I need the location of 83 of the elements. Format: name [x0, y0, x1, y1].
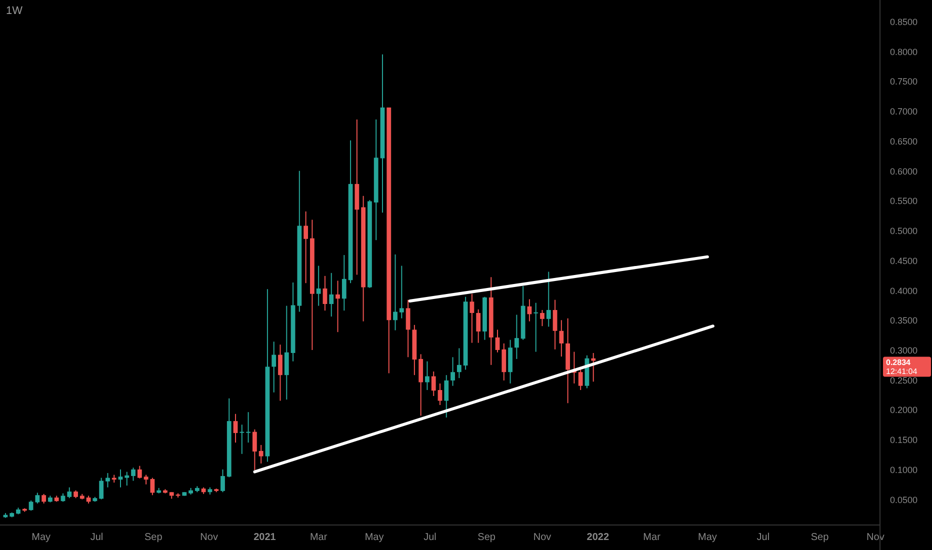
candlestick — [42, 493, 46, 504]
x-tick-label: Nov — [866, 532, 884, 544]
candlestick — [495, 329, 500, 353]
x-tick-label: May — [364, 532, 384, 544]
candlestick — [304, 210, 308, 284]
y-tick-label: 0.5000 — [890, 226, 918, 236]
candlestick — [220, 468, 225, 493]
x-tick-label: Jul — [756, 532, 770, 544]
candlestick — [456, 348, 462, 379]
candlestick — [316, 265, 321, 306]
candlestick — [233, 413, 238, 444]
y-tick-label: 0.6000 — [890, 166, 918, 176]
candlestick — [399, 265, 404, 319]
y-tick-label: 0.6500 — [890, 136, 918, 146]
candlestick — [118, 468, 123, 488]
x-tick-label: May — [698, 532, 717, 544]
text: 0.2834 — [886, 358, 912, 367]
candlestick — [591, 352, 596, 382]
candlestick — [438, 382, 442, 406]
candlestick — [278, 344, 282, 402]
x-tick-label: Sep — [144, 532, 163, 544]
candlestick — [534, 302, 538, 352]
x-tick-label: Sep — [478, 532, 496, 544]
x-tick-label: May — [32, 532, 51, 544]
candlestick — [67, 486, 72, 499]
candlestick — [546, 271, 551, 328]
y-tick-label: 0.2500 — [890, 375, 918, 386]
y-tick-label: 0.3000 — [890, 345, 918, 356]
candlestick — [559, 320, 564, 358]
y-tick-label: 0.5500 — [890, 196, 918, 206]
x-tick-label: 2021 — [254, 532, 276, 544]
candlestick — [476, 308, 481, 344]
candlestick — [502, 342, 506, 381]
candlestick — [252, 428, 257, 471]
x-tick-label: 2022 — [586, 532, 610, 544]
y-tick-label: 0.7000 — [890, 106, 918, 117]
y-tick-label: 0.8000 — [890, 46, 918, 57]
candlestick — [540, 309, 544, 327]
candlestick — [552, 299, 558, 350]
y-tick-label: 0.1000 — [890, 464, 918, 475]
candlestick — [514, 314, 519, 360]
candlestick — [106, 472, 110, 488]
y-tick-label: 0.1500 — [890, 435, 918, 446]
candlestick — [578, 369, 583, 391]
candlestick — [336, 280, 340, 333]
candlestick — [470, 293, 474, 344]
candlestick — [284, 305, 289, 400]
candlestick — [444, 374, 449, 418]
candlestick — [246, 412, 250, 444]
y-tick-label: 0.7500 — [890, 76, 918, 87]
candlestick — [425, 360, 430, 391]
candlestick — [124, 471, 130, 486]
candlestick — [131, 467, 136, 482]
x-tick-label: Jul — [424, 532, 436, 544]
y-tick-label: 0.0500 — [890, 494, 918, 505]
text: 1W — [6, 5, 24, 17]
x-tick-label: Sep — [810, 532, 830, 544]
x-tick-label: Nov — [533, 532, 552, 544]
candlestick — [258, 444, 264, 464]
x-tick-label: Jul — [90, 532, 104, 544]
x-tick-label: Mar — [643, 532, 662, 544]
candlestick — [322, 275, 328, 312]
y-tick-label: 0.8500 — [890, 16, 918, 27]
candlestick — [329, 272, 334, 318]
y-tick-label: 0.4500 — [890, 256, 918, 266]
candlestick — [35, 492, 40, 504]
x-tick-label: Nov — [200, 532, 218, 544]
y-tick-label: 0.3500 — [890, 316, 918, 326]
text: 12:41:04 — [886, 366, 918, 376]
candlestick — [28, 500, 34, 512]
candlestick — [406, 299, 410, 358]
x-tick-label: Mar — [310, 532, 328, 544]
candlestick — [99, 477, 104, 500]
candlestick — [272, 341, 276, 393]
candlestick — [240, 424, 244, 454]
candlestick — [342, 254, 346, 312]
y-tick-label: 0.4000 — [890, 286, 918, 296]
candlestick — [431, 371, 436, 396]
y-tick-label: 0.2000 — [890, 405, 918, 416]
candlestick — [450, 356, 455, 386]
candlestick — [137, 465, 142, 479]
candlestick — [418, 354, 424, 416]
candlestick — [393, 254, 398, 331]
